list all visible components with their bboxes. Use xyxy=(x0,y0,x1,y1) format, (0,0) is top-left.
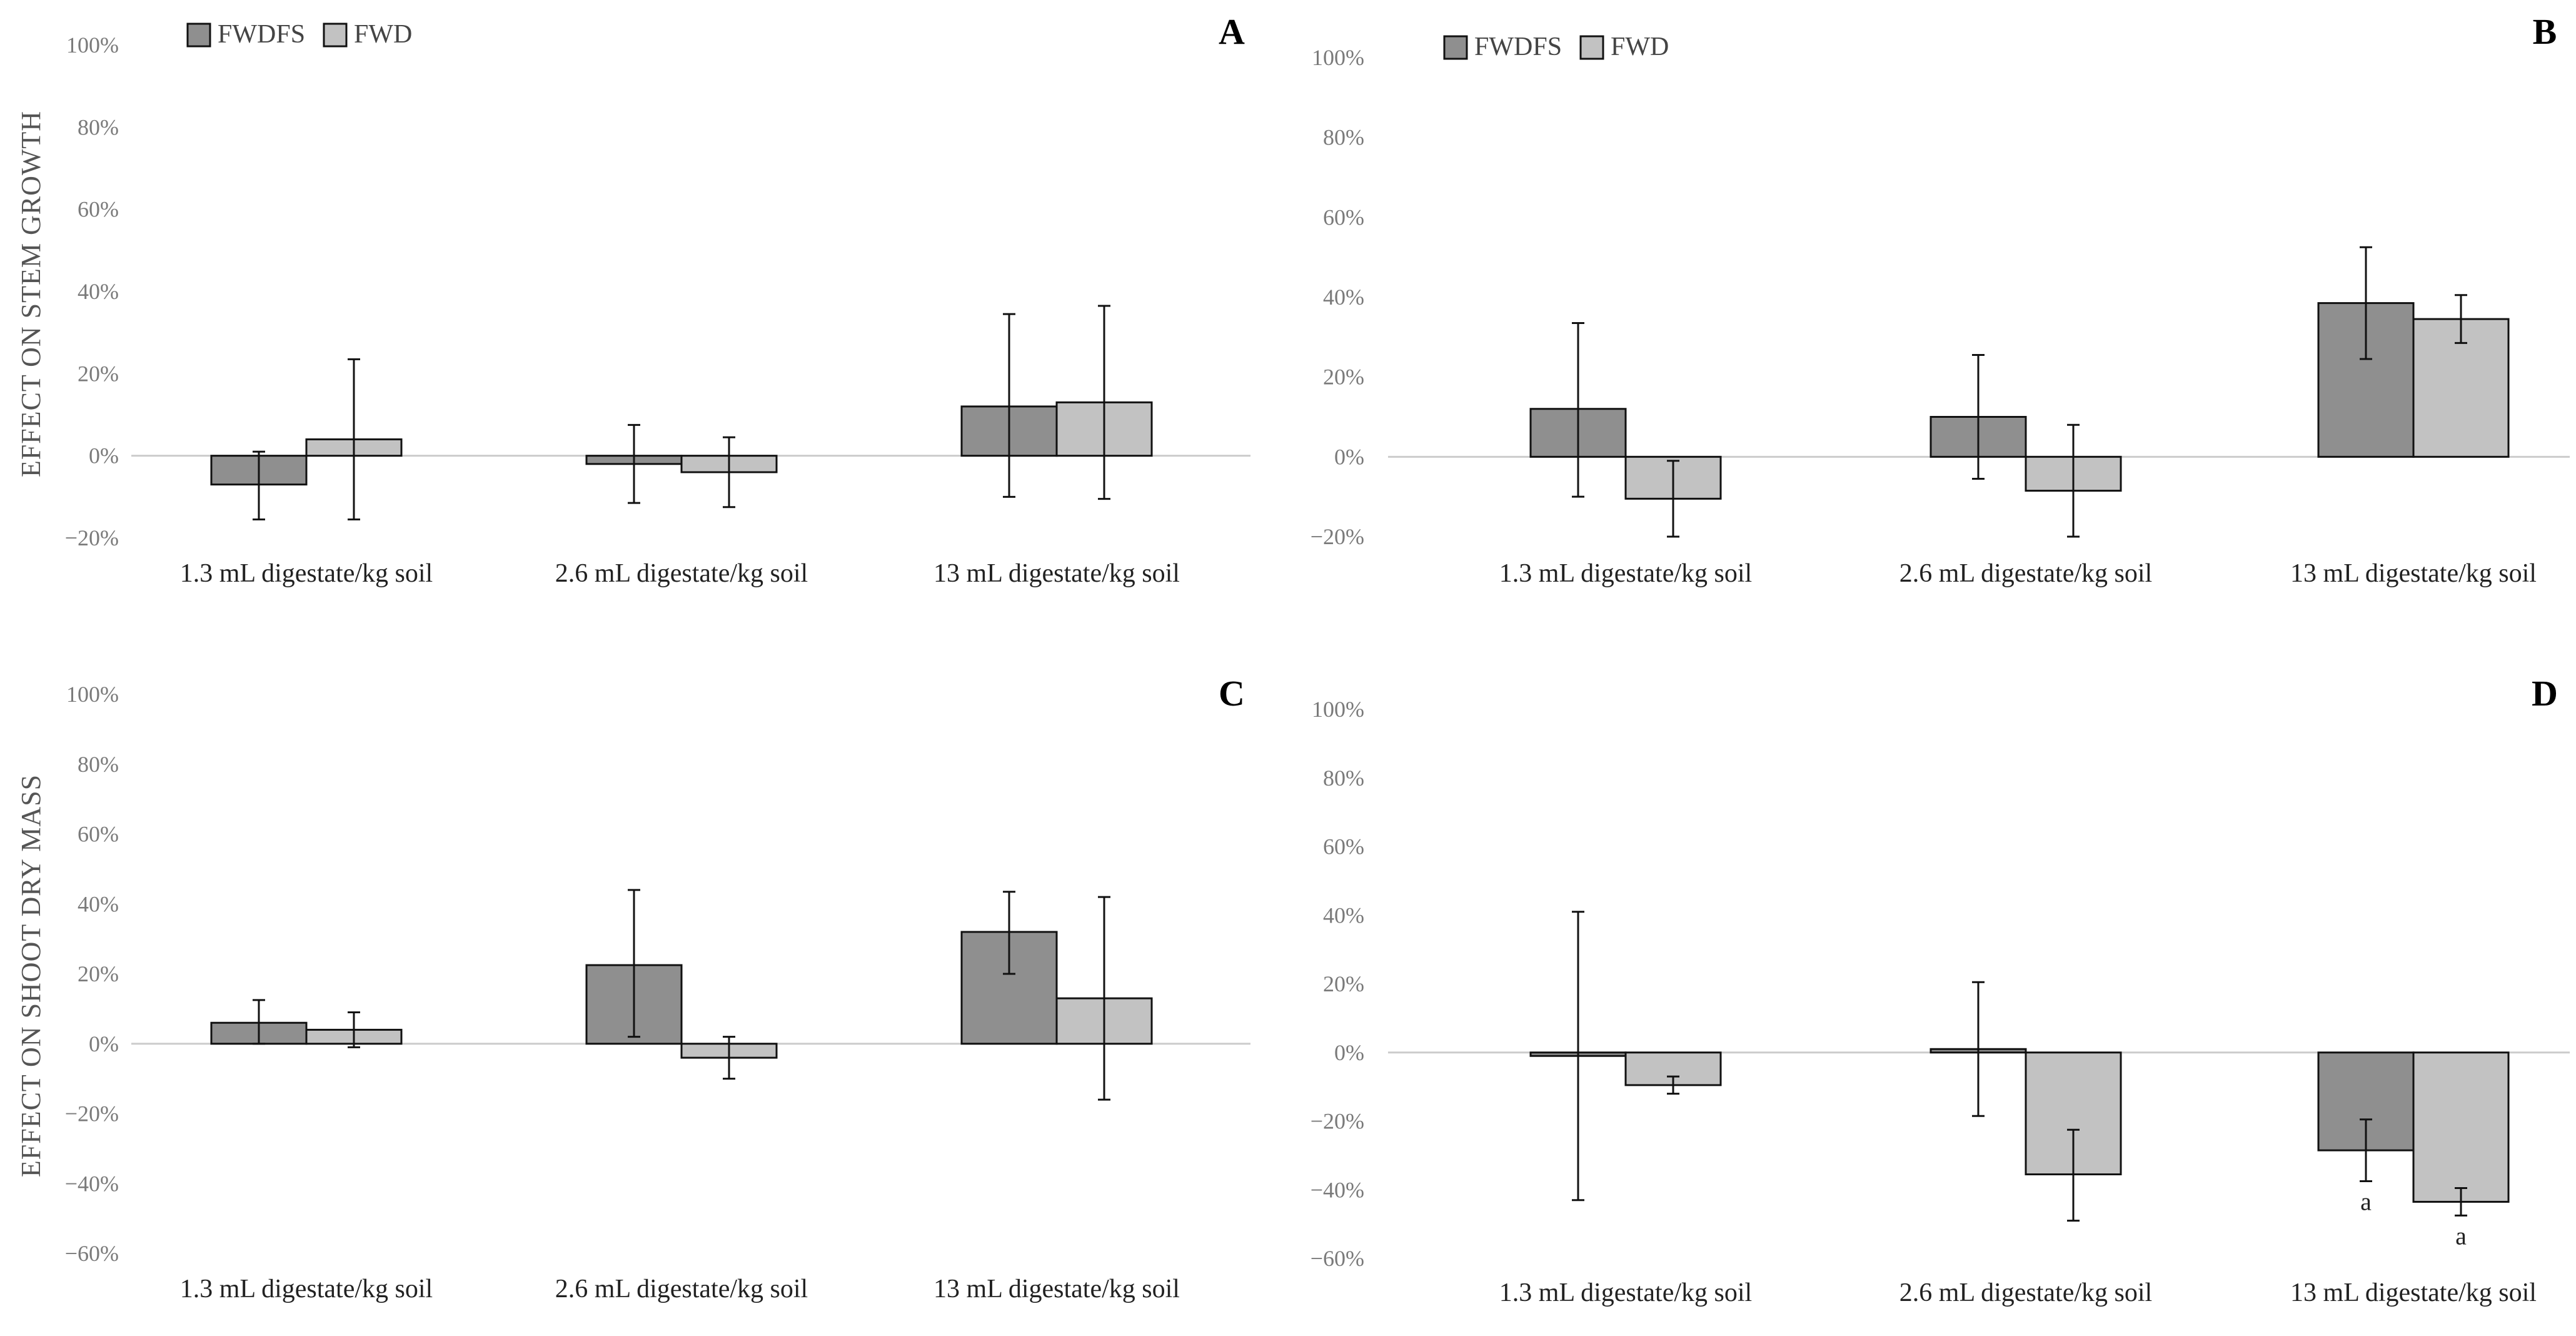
legend-swatch-fwdfs xyxy=(186,23,211,48)
y-tick-label: −40% xyxy=(1311,1177,1364,1202)
y-tick-label: −60% xyxy=(1311,1246,1364,1271)
y-tick-label: 40% xyxy=(78,279,119,304)
y-tick-label: 100% xyxy=(1312,697,1364,722)
y-tick-label: −20% xyxy=(1311,1109,1364,1134)
annotation-label: a xyxy=(2360,1188,2372,1216)
legend-label: FWD xyxy=(1611,33,1669,61)
x-tick-label: 2.6 mL digestate/kg soil xyxy=(1899,559,2152,588)
y-tick-label: 80% xyxy=(1323,766,1364,791)
legend-label: FWDFS xyxy=(218,20,305,49)
y-tick-label: 40% xyxy=(1323,285,1364,310)
y-tick-label: 0% xyxy=(1334,1040,1364,1065)
y-tick-label: 0% xyxy=(1334,444,1364,469)
panel-letter: D xyxy=(2532,673,2558,714)
x-tick-label: 13 mL digestate/kg soil xyxy=(933,1275,1180,1303)
x-tick-label: 13 mL digestate/kg soil xyxy=(2290,1278,2537,1307)
annotation-label: a xyxy=(2455,1222,2467,1250)
x-tick-label: 1.3 mL digestate/kg soil xyxy=(1499,559,1752,588)
y-tick-label: 0% xyxy=(89,1031,119,1056)
legend-swatch-fwd xyxy=(323,23,348,48)
y-tick-label: 100% xyxy=(66,682,119,707)
y-tick-label: 80% xyxy=(78,752,119,777)
y-tick-label: 60% xyxy=(78,822,119,847)
legend-label: FWDFS xyxy=(1474,33,1562,61)
y-tick-label: 80% xyxy=(1323,125,1364,150)
legend-swatch-fwdfs xyxy=(1443,35,1468,60)
y-tick-label: 20% xyxy=(1323,365,1364,390)
y-tick-label: 20% xyxy=(78,961,119,986)
y-tick-label: 20% xyxy=(78,361,119,386)
y-tick-label: 40% xyxy=(1323,903,1364,928)
y-tick-label: 100% xyxy=(66,33,119,58)
y-tick-label: 0% xyxy=(89,443,119,468)
y-tick-label: −40% xyxy=(65,1171,119,1196)
y-tick-label: 100% xyxy=(1312,45,1364,70)
y-axis-title: EFFECT ON STEM GROWTH xyxy=(16,111,46,477)
x-tick-label: 13 mL digestate/kg soil xyxy=(2290,559,2537,588)
x-tick-label: 13 mL digestate/kg soil xyxy=(933,559,1180,588)
bar-fwdfs xyxy=(960,931,1058,1045)
y-tick-label: 40% xyxy=(78,891,119,916)
x-tick-label: 1.3 mL digestate/kg soil xyxy=(1499,1278,1752,1307)
bar-fwd xyxy=(2412,1051,2510,1203)
x-tick-label: 1.3 mL digestate/kg soil xyxy=(180,1275,433,1303)
y-axis-title: EFFECT ON SHOOT DRY MASS xyxy=(16,774,46,1177)
y-tick-label: 80% xyxy=(78,114,119,139)
x-tick-label: 2.6 mL digestate/kg soil xyxy=(1899,1278,2152,1307)
x-tick-label: 2.6 mL digestate/kg soil xyxy=(555,559,808,588)
y-tick-label: −60% xyxy=(65,1241,119,1266)
y-tick-label: 60% xyxy=(1323,205,1364,230)
legend-label: FWD xyxy=(354,20,412,49)
panel-letter: B xyxy=(2533,11,2557,52)
panel-letter: C xyxy=(1219,673,1245,714)
legend-swatch-fwd xyxy=(1579,35,1604,60)
y-tick-label: 20% xyxy=(1323,971,1364,996)
y-tick-label: −20% xyxy=(1311,524,1364,549)
x-tick-label: 1.3 mL digestate/kg soil xyxy=(180,559,433,588)
x-tick-label: 2.6 mL digestate/kg soil xyxy=(555,1275,808,1303)
y-tick-label: 60% xyxy=(78,197,119,222)
y-tick-label: 60% xyxy=(1323,834,1364,859)
panel-letter: A xyxy=(1219,11,1245,52)
y-tick-label: −20% xyxy=(65,525,119,550)
y-tick-label: −20% xyxy=(65,1101,119,1126)
